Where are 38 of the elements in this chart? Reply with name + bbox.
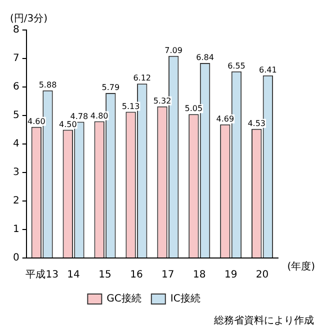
y-tick-label: 3 (12, 167, 20, 178)
y-tick-label: 5 (12, 110, 20, 122)
data-label: 4.60 (28, 116, 46, 126)
data-label: 5.13 (122, 102, 140, 111)
data-label: 6.55 (228, 61, 246, 70)
data-label: 5.88 (38, 80, 57, 90)
text: 総務省資料により作成 (213, 314, 314, 327)
data-label: 6.41 (259, 65, 277, 74)
x-tick-label: 18 (192, 270, 206, 281)
x-axis-title: (年度) (287, 260, 316, 273)
data-label: 4.53 (248, 118, 266, 128)
x-tick-label: 20 (256, 270, 269, 281)
x-tick-label: 平成13 (26, 268, 58, 281)
y-tick-label: 4 (12, 138, 20, 150)
data-label: 6.84 (196, 53, 214, 62)
y-tick-label: 0 (12, 252, 20, 264)
y-axis-title: (円/3分) (10, 12, 48, 25)
data-label: 5.32 (153, 96, 172, 106)
data-label: 4.80 (90, 111, 108, 120)
y-tick-label: 8 (12, 24, 20, 36)
legend-label: IC接続 (170, 292, 200, 305)
x-tick-label: 14 (67, 270, 80, 281)
x-tick-label: 17 (162, 270, 174, 281)
x-tick-label: 16 (130, 270, 143, 281)
data-label: 4.78 (70, 112, 88, 121)
data-label: 7.09 (164, 46, 182, 56)
data-label: 5.05 (184, 104, 203, 114)
data-label: 6.12 (133, 74, 152, 83)
data-label: 5.79 (102, 83, 120, 92)
x-tick-label: 19 (224, 270, 238, 281)
x-tick-label: 15 (98, 270, 112, 281)
y-tick-label: 6 (12, 82, 20, 93)
y-tick-label: 1 (12, 224, 20, 236)
y-tick-label: 7 (12, 53, 20, 64)
y-tick-label: 2 (12, 196, 20, 207)
data-label: 4.50 (58, 120, 77, 129)
legend-label: GC接続 (106, 292, 142, 305)
data-label: 4.69 (216, 114, 234, 124)
